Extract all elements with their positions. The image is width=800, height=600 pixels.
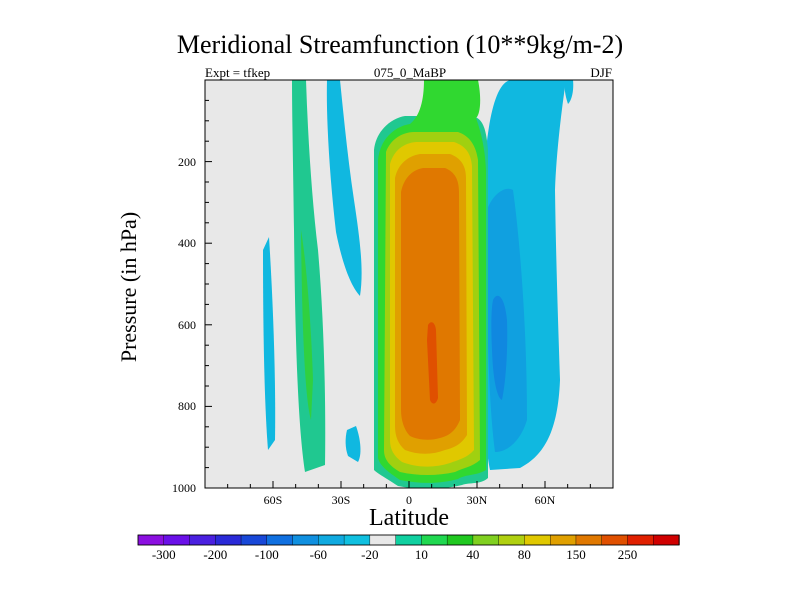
- x-tick-label: 0: [406, 493, 412, 507]
- southern-positive-band: [292, 80, 326, 472]
- colorbar-label: -100: [254, 547, 279, 562]
- y-tick-label: 400: [178, 236, 196, 251]
- run-label: 075_0_MaBP: [373, 65, 447, 80]
- high-latitude-southern-negative: [263, 237, 276, 450]
- northern-negative-peak: [491, 295, 508, 400]
- x-tick-label: 60S: [263, 493, 283, 507]
- x-tick-label: 60N: [534, 493, 556, 507]
- colorbar-label: -200: [203, 547, 228, 562]
- colorbar-label: -60: [309, 547, 327, 562]
- colorbar-label: 150: [566, 547, 586, 562]
- southern-small-negative-blob: [345, 426, 361, 462]
- y-tick-label: 200: [178, 154, 196, 169]
- colorbar-label: -300: [151, 547, 176, 562]
- y-tick-label: 600: [178, 317, 196, 332]
- contour-fill-group: [263, 80, 574, 488]
- x-tick-marks: [227, 481, 591, 488]
- y-tick-label: 1000: [172, 481, 196, 495]
- colorbar-label: 10: [414, 547, 428, 562]
- colorbar-label: -20: [361, 547, 379, 562]
- tropical-cell-peak: [427, 322, 438, 404]
- x-tick-label: 30S: [331, 493, 351, 507]
- season-label: DJF: [590, 65, 612, 80]
- y-tick-marks: [205, 99, 212, 489]
- tropical-cell-level-200: [401, 168, 460, 440]
- y-tick-label: 800: [178, 399, 196, 414]
- chart-title: Meridional Streamfunction (10**9kg/m-2): [176, 30, 624, 59]
- southern-weak-negative-band: [326, 80, 362, 296]
- y-axis-label: Pressure (in hPa): [116, 211, 141, 363]
- experiment-label: Expt = tfkep: [205, 65, 271, 80]
- colorbar-label: 80: [517, 547, 531, 562]
- colorbar-label: 40: [466, 547, 480, 562]
- x-axis-label: Latitude: [369, 505, 449, 531]
- northern-small-negative: [564, 80, 574, 104]
- x-tick-label: 30N: [466, 493, 488, 507]
- southern-positive-band-inner: [301, 230, 313, 420]
- colorbar-label: 250: [617, 547, 638, 562]
